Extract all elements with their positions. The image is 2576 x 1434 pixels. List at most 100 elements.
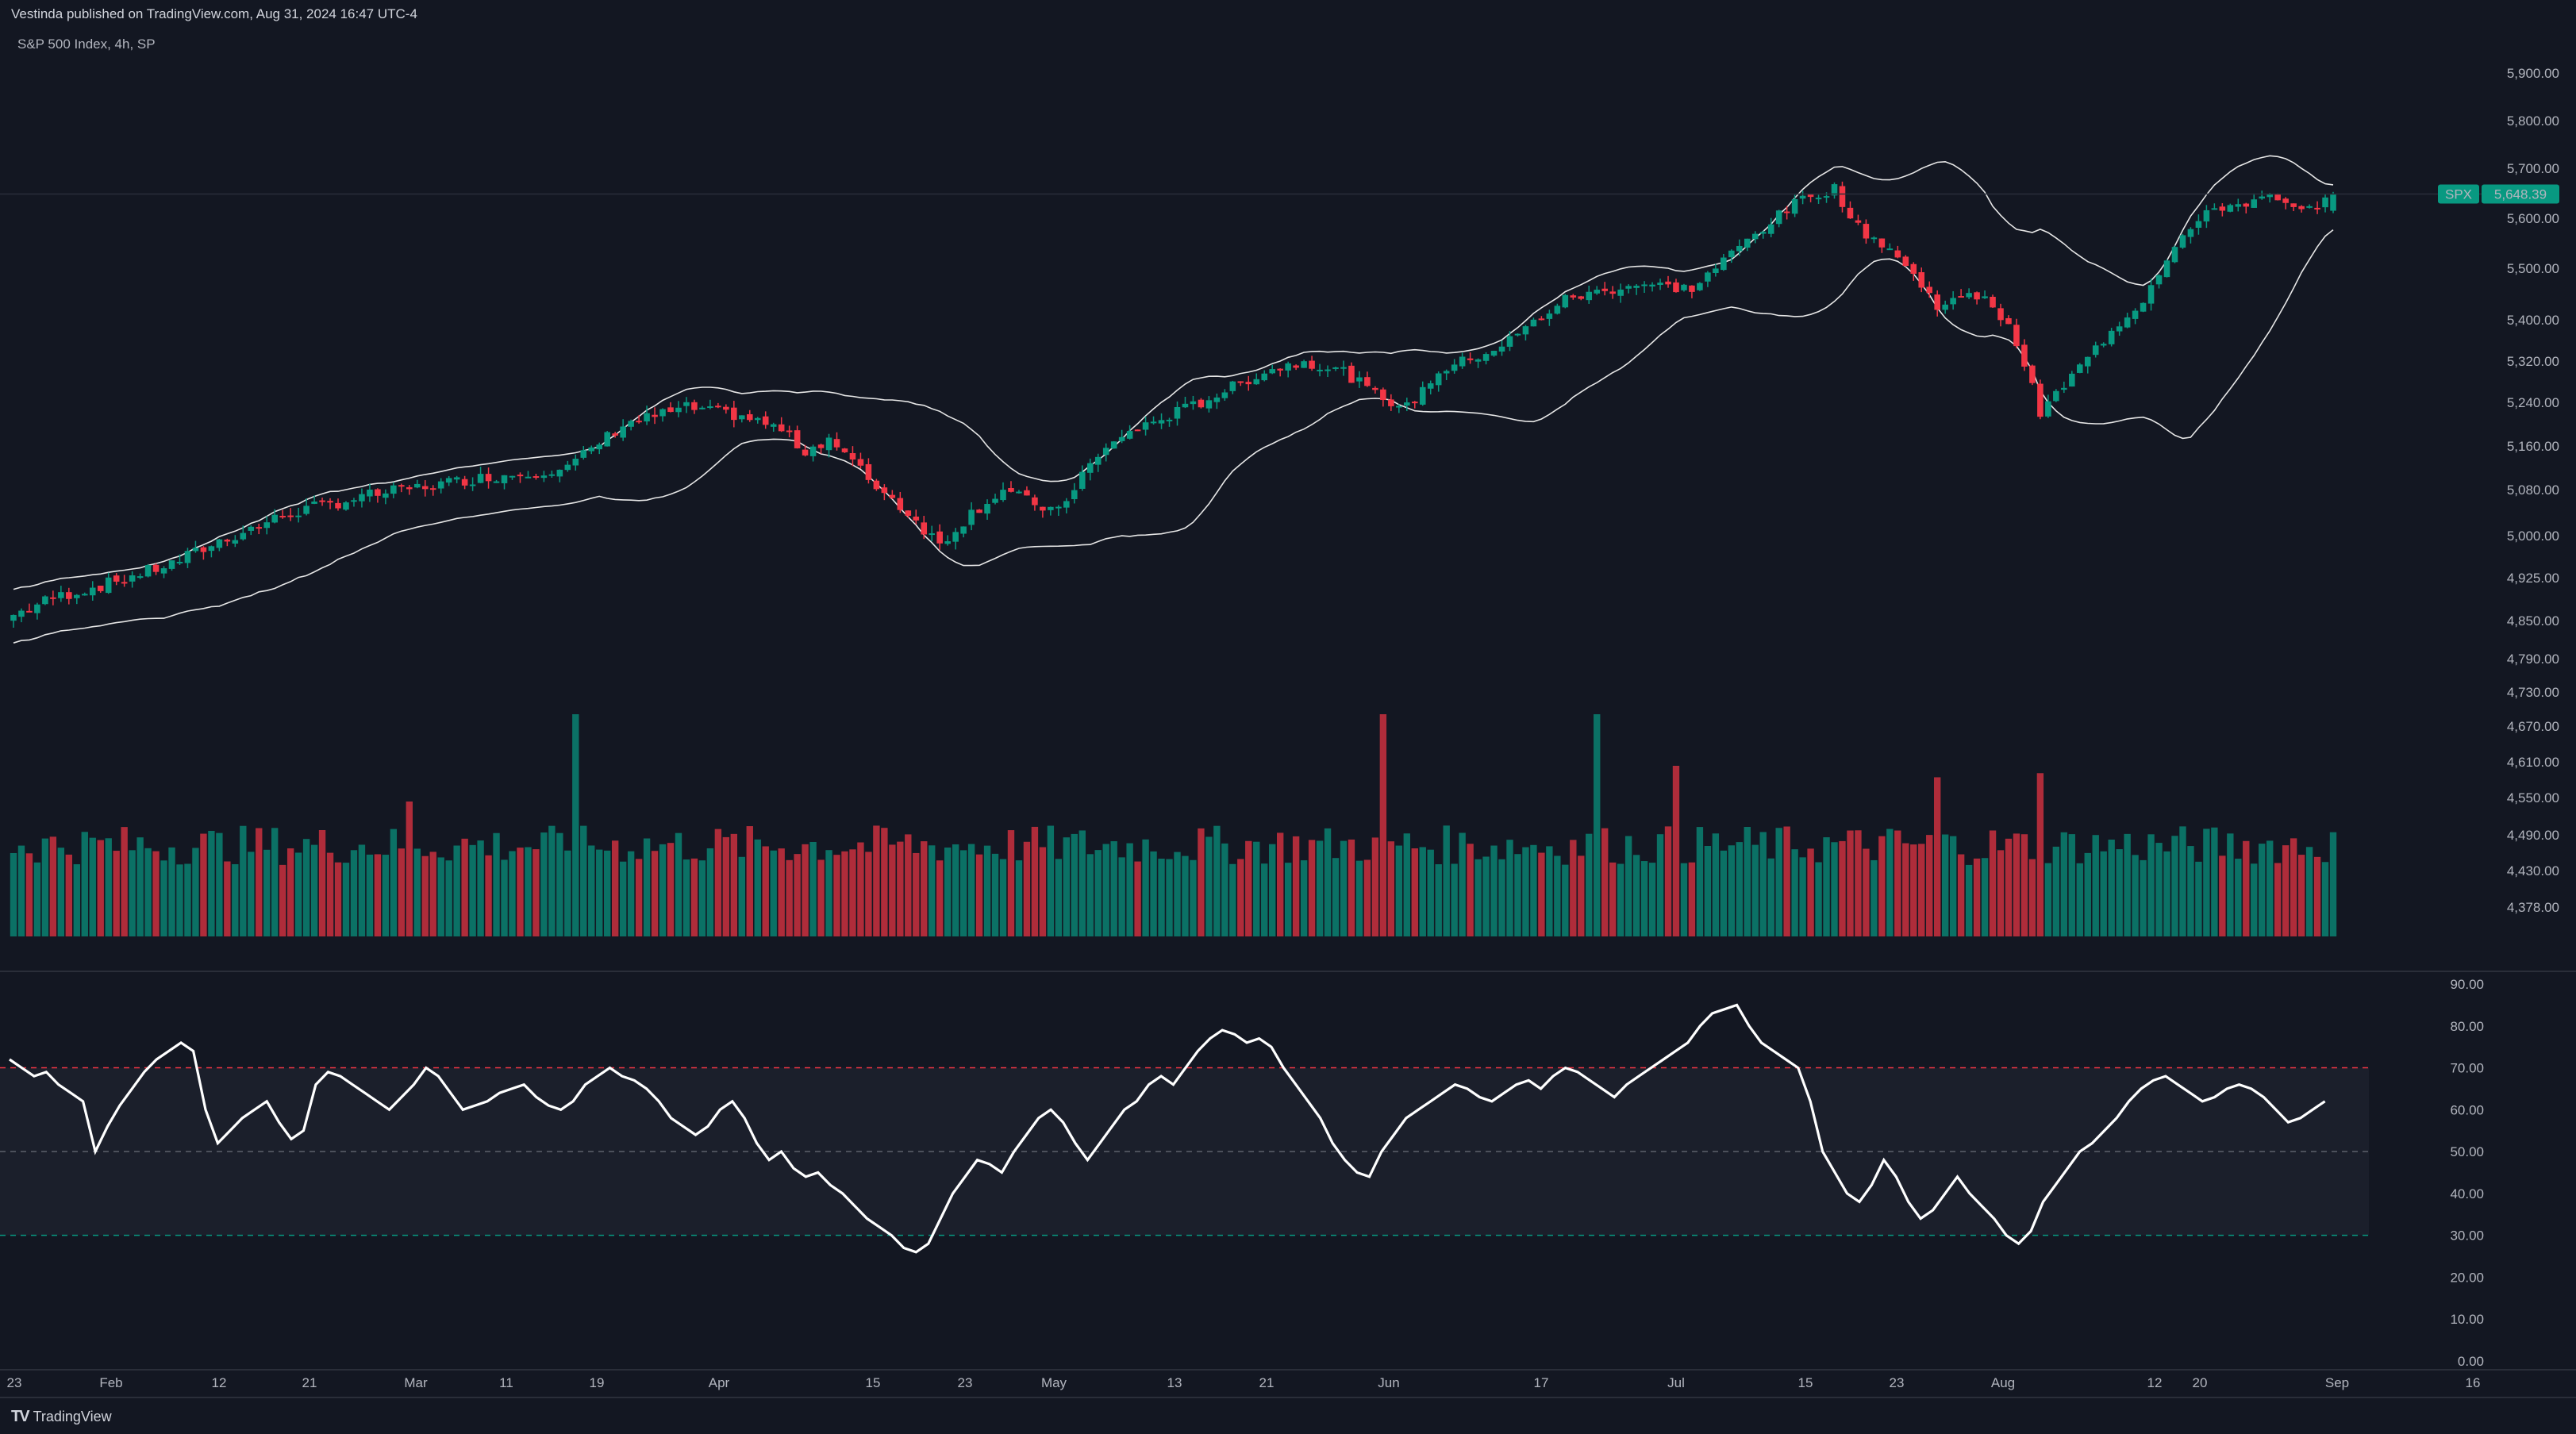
candle-body [2061, 387, 2067, 390]
volume-bar [1656, 834, 1664, 936]
candle-body [1174, 406, 1181, 419]
candle-body [1325, 369, 1331, 371]
candle-body [18, 610, 25, 617]
volume-bar [1205, 836, 1213, 936]
candle-body [857, 459, 864, 466]
volume-bar [1863, 848, 1870, 936]
rsi-axis-label: 10.00 [2450, 1312, 2484, 1327]
volume-bar [1530, 844, 1537, 936]
candle-body [1783, 211, 1790, 213]
candle-body [1000, 490, 1006, 501]
candle-body [889, 494, 896, 498]
volume-bar [2259, 844, 2266, 936]
volume-bar [1213, 825, 1221, 936]
candle-body [1721, 257, 1727, 271]
rsi-axis-label: 80.00 [2450, 1019, 2484, 1034]
candle-body [1396, 406, 1402, 408]
volume-bar [2147, 834, 2155, 936]
volume-bar [41, 838, 49, 936]
price-axis-label: 4,550.00 [2507, 790, 2559, 805]
volume-bar [326, 852, 334, 936]
candle-body [1870, 237, 1878, 240]
candle-body [2163, 260, 2170, 278]
volume-bar [318, 829, 326, 936]
candle-body [1126, 431, 1133, 439]
volume-bar [1894, 830, 1901, 936]
candle-body [1309, 360, 1315, 369]
candle-body [2053, 390, 2059, 402]
candle-body [192, 548, 199, 552]
candle-body [1032, 497, 1038, 506]
volume-bar [493, 832, 500, 936]
candle-body [1759, 232, 1767, 234]
volume-bar [1150, 851, 1157, 936]
candle-body [184, 551, 191, 563]
candle-body [739, 415, 745, 420]
candle-body [1586, 291, 1593, 301]
volume-bar [105, 838, 112, 936]
candle-body [398, 485, 405, 487]
candle-body [2219, 206, 2226, 211]
candle-body [1467, 358, 1474, 360]
candle-body [1016, 491, 1022, 494]
candle-body [1918, 271, 1925, 288]
price-axis-label: 5,600.00 [2507, 211, 2559, 226]
candle-body [1522, 326, 1529, 335]
volume-bar [1949, 836, 1957, 936]
volume-bar [1348, 839, 1355, 936]
volume-bar [1443, 825, 1450, 936]
volume-bar [10, 852, 17, 936]
volume-bar [2329, 832, 2337, 936]
volume-bar [366, 854, 374, 936]
volume-bar [1609, 862, 1617, 936]
candle-body [2124, 317, 2131, 328]
volume-bar [73, 864, 80, 936]
volume-bar [2060, 832, 2068, 936]
chart-canvas[interactable]: 5,900.00 5,800.00 5,700.00 5,600.00 5,500.00… [0, 0, 2576, 1397]
candle-body [707, 406, 713, 409]
volume-bar [1934, 777, 1941, 936]
tradingview-brand: TradingView [33, 1409, 112, 1424]
candle-body [2045, 401, 2051, 417]
candle-body [1340, 367, 1347, 369]
candle-body [770, 424, 777, 427]
symbol-title[interactable]: S&P 500 Index, 4h, SP [17, 37, 156, 52]
candle-body [1562, 294, 1569, 308]
volume-bar [2243, 840, 2250, 936]
candle-body [34, 604, 40, 613]
candle-body [2203, 210, 2210, 222]
tradingview-logo[interactable]: TV TradingView [11, 1408, 112, 1426]
volume-bar [1941, 834, 1949, 936]
candle-body [1934, 294, 1940, 310]
date-axis-label: 13 [1167, 1375, 1182, 1390]
candle-body [817, 444, 825, 448]
candle-body [327, 501, 333, 503]
volume-bar [1245, 840, 1252, 936]
candle-body [1894, 250, 1901, 258]
volume-bar [2044, 863, 2052, 936]
date-axis-label: 11 [499, 1375, 513, 1390]
volume-bar [635, 859, 643, 936]
candle-body [1498, 346, 1505, 352]
candle-body [1356, 377, 1363, 382]
candle-body [351, 500, 357, 502]
volume-bar [659, 844, 667, 936]
candle-body [2037, 383, 2043, 417]
candle-body [636, 421, 642, 423]
volume-bar [2321, 862, 2329, 936]
candle-body [1855, 220, 1862, 223]
candle-body [50, 597, 56, 599]
volume-bar [113, 851, 120, 936]
volume-bar [1395, 845, 1403, 936]
candle-body [477, 474, 484, 483]
volume-bar [929, 845, 936, 936]
candle-body [992, 498, 998, 503]
volume-bar [1371, 837, 1379, 936]
volume-bar [2068, 834, 2075, 936]
volume-bar [1261, 863, 1268, 936]
candle-body [1997, 308, 2004, 321]
candle-body [2155, 275, 2163, 285]
price-badge-symbol-bg [2438, 184, 2479, 204]
volume-bar [1640, 861, 1648, 936]
candle-body [2076, 364, 2083, 373]
